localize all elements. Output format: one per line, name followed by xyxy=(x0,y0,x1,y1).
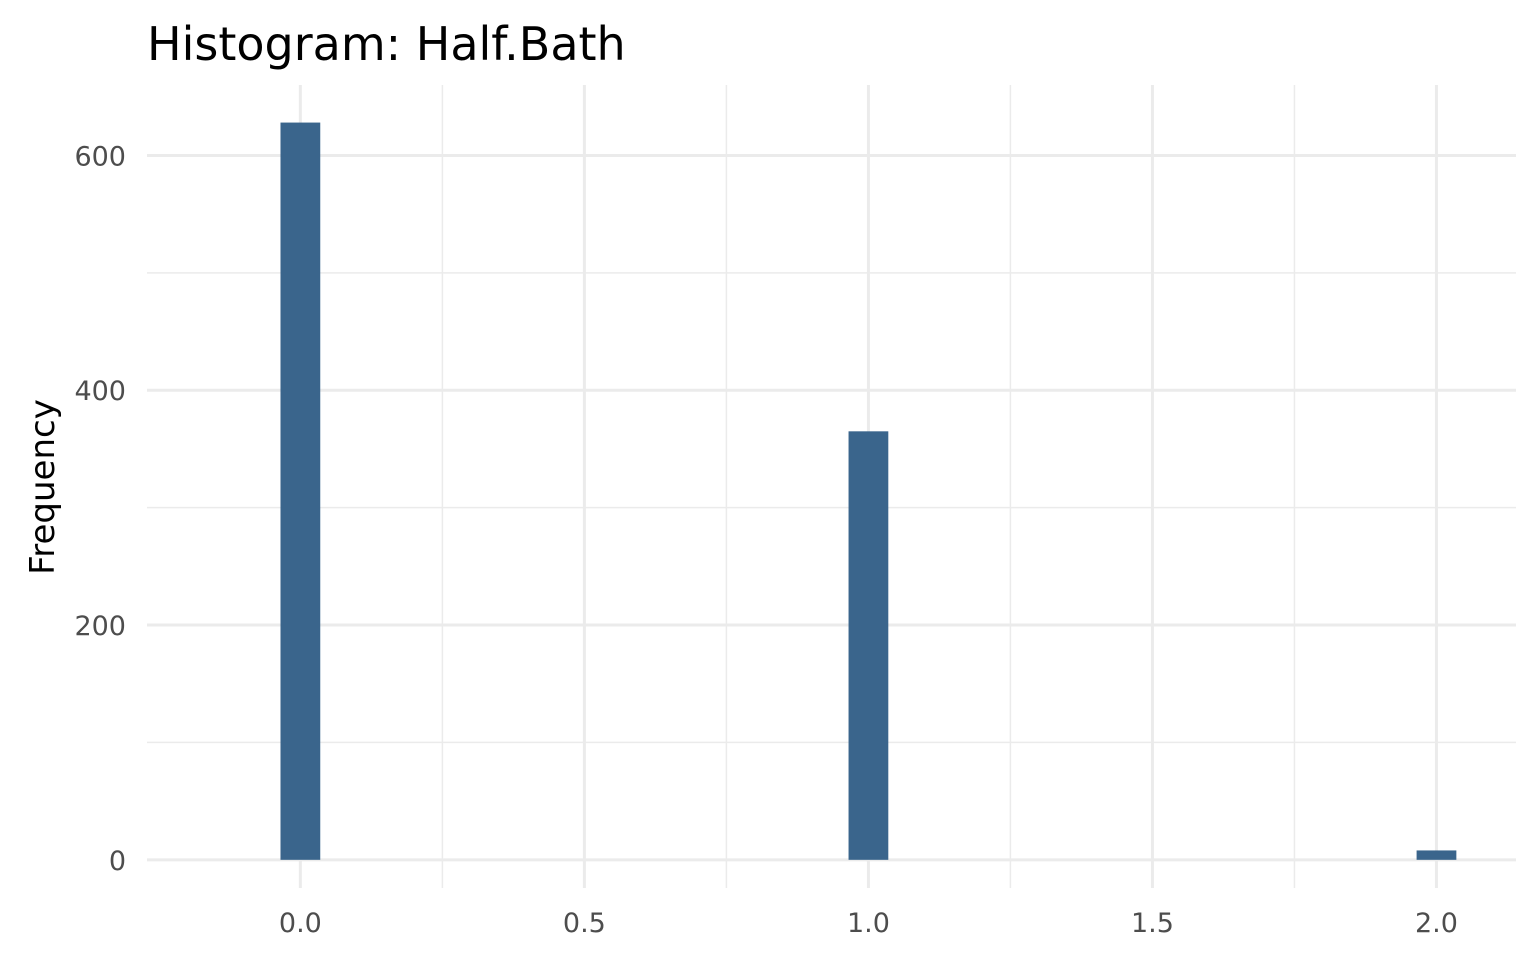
histogram-bar-2 xyxy=(1416,850,1457,860)
x-axis-ticks: 0.0 0.5 1.0 1.5 2.0 xyxy=(279,908,1458,939)
y-tick-label: 600 xyxy=(74,141,126,172)
y-axis-ticks: 0 200 400 600 xyxy=(74,141,126,876)
bars xyxy=(280,122,1457,860)
x-tick-label: 0.5 xyxy=(563,908,606,939)
histogram-bar-0 xyxy=(280,122,321,860)
x-tick-label: 2.0 xyxy=(1415,908,1458,939)
x-tick-label: 1.5 xyxy=(1131,908,1174,939)
y-tick-label: 400 xyxy=(74,376,126,407)
grid-lines xyxy=(147,85,1516,888)
y-tick-label: 200 xyxy=(74,611,126,642)
x-tick-label: 0.0 xyxy=(279,908,322,939)
x-tick-label: 1.0 xyxy=(847,908,890,939)
y-tick-label: 0 xyxy=(109,846,126,877)
histogram-bar-1 xyxy=(848,431,889,860)
chart-title: Histogram: Half.Bath xyxy=(147,17,626,71)
y-axis-label: Frequency xyxy=(23,399,63,575)
